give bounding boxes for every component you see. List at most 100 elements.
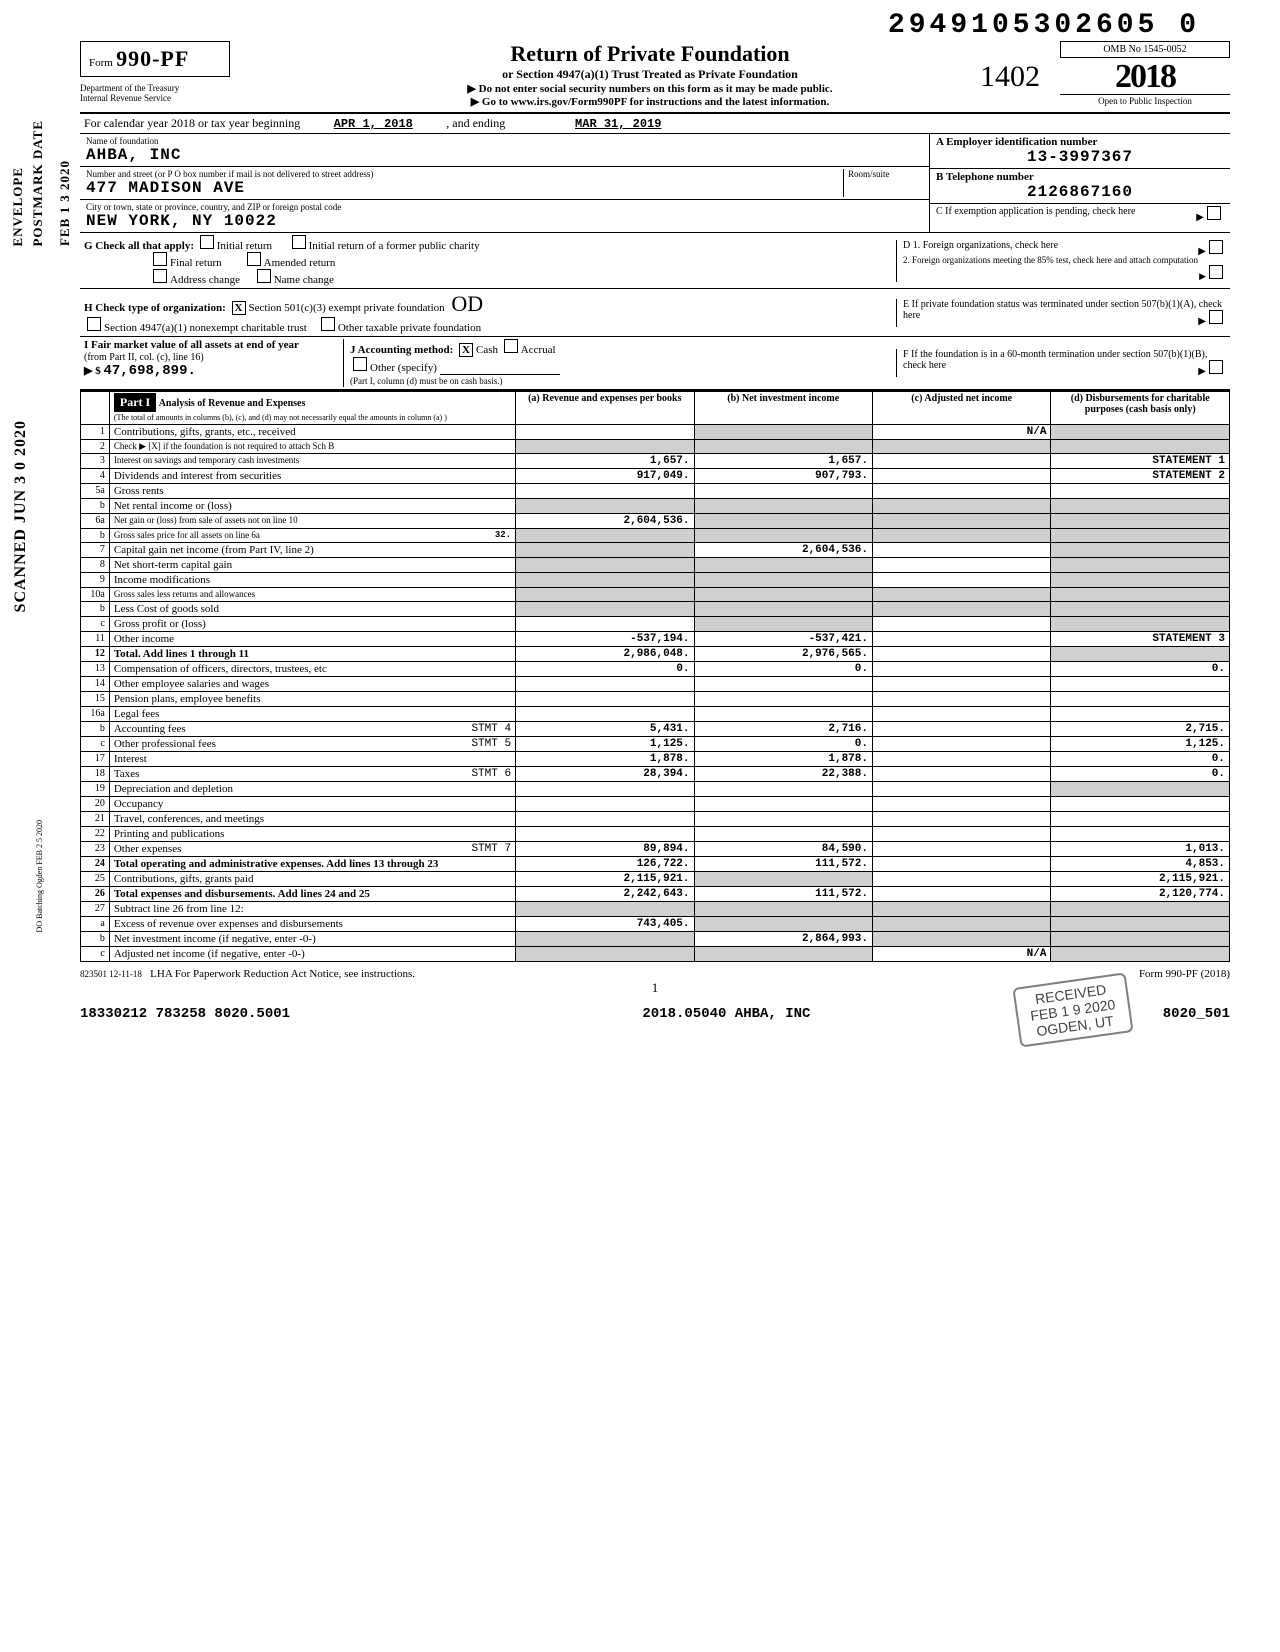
chk-d1[interactable] [1209, 240, 1223, 254]
r27a-a: 743,405. [516, 917, 694, 932]
chk-addr-change[interactable] [153, 269, 167, 283]
r23-stmt: STMT 7 [471, 843, 511, 855]
r27c-num: c [81, 947, 110, 962]
r16c-stmt: STMT 5 [471, 738, 511, 750]
tax-year-end: MAR 31, 2019 [548, 117, 688, 131]
r24-d: 4,853. [1051, 857, 1230, 872]
handwritten-note: 1402 [980, 60, 1040, 94]
scanned-stamp: SCANNED JUN 3 0 2020 [12, 420, 30, 617]
r16b-text: Accounting fees [114, 723, 186, 735]
form-subtitle-2: ▶ Do not enter social security numbers o… [250, 82, 1050, 95]
chk-initial-former[interactable] [292, 235, 306, 249]
year-block: OMB No 1545-0052 2018 Open to Public Ins… [1060, 41, 1230, 106]
r17-a: 1,878. [516, 752, 694, 767]
calendar-year-row: For calendar year 2018 or tax year begin… [80, 114, 1230, 134]
tel-value: 2126867160 [936, 183, 1224, 201]
open-inspection: Open to Public Inspection [1060, 94, 1230, 106]
r18-num: 18 [81, 767, 110, 782]
form-title: Return of Private Foundation [250, 41, 1050, 67]
r4-b: 907,793. [694, 469, 872, 484]
form-subtitle-1: or Section 4947(a)(1) Trust Treated as P… [250, 67, 1050, 82]
r24-text: Total operating and administrative expen… [109, 857, 515, 872]
r25-text: Contributions, gifts, grants paid [109, 872, 515, 887]
r13-b: 0. [694, 662, 872, 677]
r24-num: 24 [81, 857, 110, 872]
r16b-d: 2,715. [1051, 722, 1230, 737]
chk-initial-return[interactable] [200, 235, 214, 249]
r3-num: 3 [81, 454, 110, 469]
footer-bottom-mid: 2018.05040 AHBA, INC [642, 1006, 810, 1022]
identity-block: Name of foundation AHBA, INC Number and … [80, 134, 1230, 233]
chk-f[interactable] [1209, 360, 1223, 374]
chk-501c3[interactable]: X [232, 301, 246, 315]
d2-label: 2. Foreign organizations meeting the 85%… [903, 255, 1198, 265]
r18-stmt: STMT 6 [471, 768, 511, 780]
r7-num: 7 [81, 543, 110, 558]
r16c-d: 1,125. [1051, 737, 1230, 752]
chk-4947[interactable] [87, 317, 101, 331]
chk-e[interactable] [1209, 310, 1223, 324]
chk-amended-return[interactable] [247, 252, 261, 266]
lbl-initial: Initial return [217, 240, 272, 252]
r13-text: Compensation of officers, directors, tru… [109, 662, 515, 677]
chk-other-taxable[interactable] [321, 317, 335, 331]
r5a-num: 5a [81, 484, 110, 499]
postmark-stamp: ENVELOPE POSTMARK DATE FEB 1 3 2020 [10, 120, 73, 251]
r26-a: 2,242,643. [516, 887, 694, 902]
part1-desc: Analysis of Revenue and Expenses [159, 398, 306, 409]
dept-line2: Internal Revenue Service [80, 93, 220, 103]
r16a-num: 16a [81, 707, 110, 722]
i-arrow: ▶ $ [84, 365, 101, 377]
r6b-inline: 32. [495, 530, 511, 540]
r19-text: Depreciation and depletion [109, 782, 515, 797]
r27a-text: Excess of revenue over expenses and disb… [109, 917, 515, 932]
r25-d: 2,115,921. [1051, 872, 1230, 887]
footer-form: Form 990-PF (2018) [1139, 968, 1230, 980]
r23-a: 89,894. [516, 842, 694, 857]
chk-other-method[interactable] [353, 357, 367, 371]
r10a-text: Gross sales less returns and allowances [109, 588, 515, 602]
r20-text: Occupancy [109, 797, 515, 812]
h-lead: H Check type of organization: [84, 302, 226, 314]
r4-num: 4 [81, 469, 110, 484]
r10b-text: Less Cost of goods sold [109, 602, 515, 617]
r13-a: 0. [516, 662, 694, 677]
c-checkbox[interactable] [1207, 206, 1221, 220]
r20-num: 20 [81, 797, 110, 812]
r1-num: 1 [81, 425, 110, 440]
chk-d2[interactable] [1209, 265, 1223, 279]
ein-label: A Employer identification number [936, 136, 1224, 148]
part1-table: Part I Analysis of Revenue and Expenses … [80, 391, 1230, 962]
r27b-b: 2,864,993. [694, 932, 872, 947]
f-label: F If the foundation is in a 60-month ter… [903, 349, 1207, 371]
foundation-city: NEW YORK, NY 10022 [86, 212, 923, 230]
lbl-final: Final return [170, 257, 222, 269]
r11-b: -537,421. [694, 632, 872, 647]
r16c-num: c [81, 737, 110, 752]
r16c-text: Other professional fees [114, 738, 216, 750]
na-c: N/A [872, 425, 1050, 440]
postmark-label: POSTMARK DATE [30, 120, 46, 247]
r4-a: 917,049. [516, 469, 694, 484]
r16b-a: 5,431. [516, 722, 694, 737]
r26-num: 26 [81, 887, 110, 902]
part1-badge: Part I [114, 393, 156, 412]
section-g-row: G Check all that apply: Initial return I… [80, 233, 1230, 289]
r16a-text: Legal fees [109, 707, 515, 722]
chk-name-change[interactable] [257, 269, 271, 283]
footer-lha: LHA For Paperwork Reduction Act Notice, … [150, 968, 415, 980]
chk-cash[interactable]: X [459, 343, 473, 357]
chk-final-return[interactable] [153, 252, 167, 266]
r3-text: Interest on savings and temporary cash i… [109, 454, 515, 469]
r12-text: Total. Add lines 1 through 11 [109, 647, 515, 662]
handwritten-initials: OD [447, 291, 487, 317]
r7-text: Capital gain net income (from Part IV, l… [109, 543, 515, 558]
title-block: Return of Private Foundation or Section … [240, 41, 1060, 108]
r27-text: Subtract line 26 from line 12: [109, 902, 515, 917]
r12-num: 12 [81, 647, 110, 662]
chk-accrual[interactable] [504, 339, 518, 353]
tax-year-begin: APR 1, 2018 [303, 117, 443, 131]
r4-d: STATEMENT 2 [1051, 469, 1230, 484]
r8-text: Net short-term capital gain [109, 558, 515, 573]
lbl-other-method: Other (specify) [370, 362, 437, 374]
